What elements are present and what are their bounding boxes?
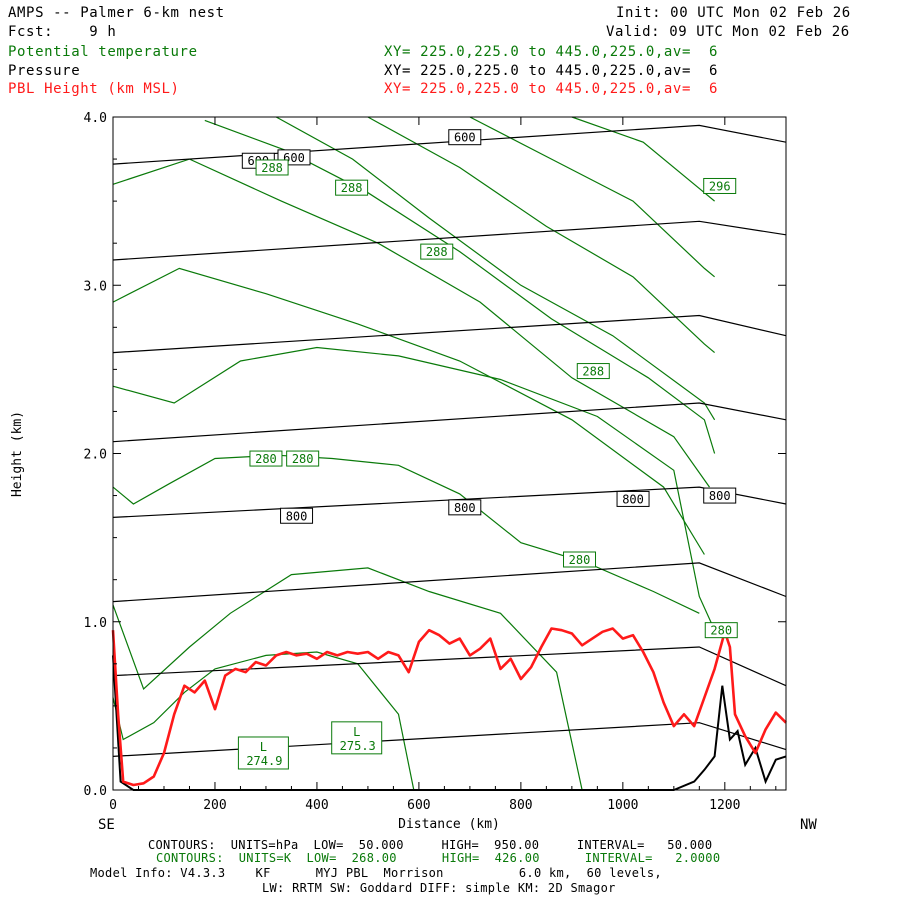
theta-contour-line: [571, 116, 715, 202]
physics-info: LW: RRTM SW: Goddard DIFF: simple KM: 2D…: [262, 881, 616, 895]
theta-contour-label: 280: [569, 553, 591, 567]
theta-contour-label-box: [704, 622, 738, 639]
theta-contour-label-box: [335, 179, 369, 196]
pressure-contour-label: 800: [622, 492, 644, 506]
theta-contour-label: 288: [261, 161, 283, 175]
pressure-contour-label-box: [703, 487, 737, 504]
theta-contour-line: [112, 158, 710, 488]
theta-contour-label-box: [255, 159, 289, 176]
pressure-contour-label-box: [616, 490, 650, 507]
theta-contour-label: 288: [341, 181, 363, 195]
theta-contour-label-box: [563, 551, 597, 568]
init-time: Init: 00 UTC Mon 02 Feb 26: [616, 5, 851, 21]
axes: 0 200 400 600 800 1000 1200 0.0 1.0 2.0 3.0 4.0: [84, 111, 786, 813]
y-tick-label: 2.0: [84, 448, 107, 463]
valid-time: Valid: 09 UTC Mon 02 Feb 26: [606, 24, 850, 40]
field-xy-pbl: XY= 225.0,225.0 to 445.0,225.0,av= 6: [384, 81, 719, 97]
pressure-contour-label-box: [448, 499, 482, 516]
plot-title: AMPS -- Palmer 6-km nest: [8, 5, 225, 21]
theta-contour-info: CONTOURS: UNITS=K LOW= 268.00 HIGH= 426.…: [156, 851, 721, 865]
y-tick-label: 1.0: [84, 616, 107, 631]
theta-contour-line: [367, 116, 715, 354]
theta-contour-line: [275, 116, 716, 421]
theta-contour-label-box: [576, 363, 610, 380]
x-tick-label: 600: [407, 798, 430, 813]
low-center-value: 275.3: [340, 739, 376, 753]
pressure-contour-line: [112, 646, 787, 687]
x-axis-title: Distance (km): [398, 817, 500, 832]
theta-contour-line: [112, 651, 415, 791]
x-tick-label: 0: [109, 798, 117, 813]
pressure-contour-label: 800: [709, 489, 731, 503]
low-center-box: [331, 721, 383, 755]
se-end-label: SE: [98, 817, 115, 833]
theta-contour-label: 280: [292, 452, 314, 466]
pressure-contour-label-box: [280, 507, 314, 524]
low-center-marker: L: [353, 725, 360, 739]
theta-contour-label-box: [286, 450, 320, 467]
field-label-theta: Potential temperature: [8, 44, 198, 60]
field-label-pressure: Pressure: [8, 63, 81, 79]
pbl-height-line: [111, 627, 787, 787]
y-tick-label: 4.0: [84, 111, 107, 126]
terrain-line: [112, 655, 787, 791]
y-tick-label: 0.0: [84, 784, 107, 799]
pressure-contour-label-box: [448, 129, 482, 146]
theta-contour-label: 296: [709, 179, 731, 193]
x-tick-label: 200: [203, 798, 226, 813]
x-tick-label: 400: [305, 798, 328, 813]
theta-contour-line: [112, 346, 716, 631]
pressure-contour-line: [112, 486, 787, 518]
theta-contour-line: [112, 267, 705, 555]
theta-contour-label: 280: [255, 452, 277, 466]
low-center-marker: L: [260, 740, 267, 754]
theta-contour-label-box: [249, 450, 283, 467]
y-tick-label: 3.0: [84, 279, 107, 294]
theta-contour-line: [112, 454, 700, 614]
theta-contour-label-box: [420, 243, 454, 260]
theta-contour-label: 280: [710, 624, 732, 638]
low-center-box: [237, 736, 289, 770]
low-center-value: 274.9: [246, 754, 282, 768]
contour-labels: 6006006008008008008002882882882882962802…: [237, 129, 738, 770]
x-tick-label: 1200: [709, 798, 740, 813]
pressure-contour-line: [112, 722, 787, 757]
field-label-pbl: PBL Height (km MSL): [8, 81, 180, 97]
theta-contours: [112, 116, 716, 791]
pressure-contour-label: 600: [454, 131, 476, 145]
pressure-contour-label: 600: [283, 151, 305, 165]
pressure-contours: [112, 124, 787, 757]
field-xy-theta: XY= 225.0,225.0 to 445.0,225.0,av= 6: [384, 44, 719, 60]
forecast-hour: Fcst: 9 h: [8, 24, 117, 40]
y-axis-title: Height (km): [10, 411, 25, 497]
model-info: Model Info: V4.3.3 KF MYJ PBL Morrison 6…: [90, 866, 662, 880]
theta-contour-label: 288: [582, 365, 604, 379]
pressure-contour-line: [112, 220, 787, 261]
pressure-contour-label: 800: [286, 509, 308, 523]
pressure-contour-label: 800: [454, 501, 476, 515]
pbl-height-series: [111, 627, 787, 787]
pressure-contour-line: [112, 562, 787, 603]
pressure-contour-line: [112, 314, 787, 354]
theta-contour-label: 288: [426, 245, 448, 259]
x-tick-label: 800: [509, 798, 532, 813]
field-xy-pressure: XY= 225.0,225.0 to 445.0,225.0,av= 6: [384, 63, 719, 79]
pressure-contour-info: CONTOURS: UNITS=hPa LOW= 50.000 HIGH= 95…: [148, 838, 713, 852]
theta-contour-line: [112, 567, 583, 791]
nw-end-label: NW: [800, 817, 817, 833]
theta-contour-line: [469, 116, 715, 278]
theta-contour-label-box: [703, 177, 737, 194]
x-tick-label: 1000: [607, 798, 638, 813]
pressure-contour-line: [112, 402, 787, 443]
terrain-profile: [112, 655, 787, 791]
